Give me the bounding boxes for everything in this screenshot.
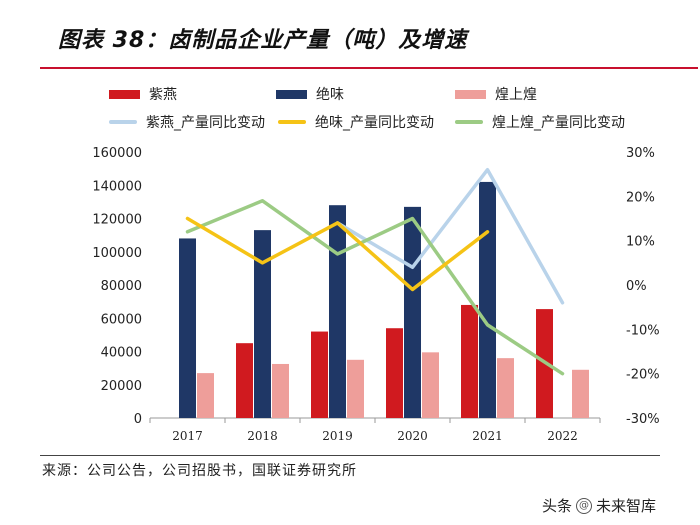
y-tick-label: 160000 bbox=[92, 146, 142, 161]
watermark-prefix: 头条 bbox=[542, 497, 573, 515]
bar-huang bbox=[572, 369, 589, 418]
y2-tick-label: 20% bbox=[626, 190, 655, 205]
legend-label-huang-line: 煌上煌_产量同比变动 bbox=[492, 115, 625, 131]
y2-tick-label: -20% bbox=[626, 368, 660, 383]
bar-juewei bbox=[254, 230, 271, 418]
y-tick-label: 40000 bbox=[101, 346, 142, 361]
legend-item-zixian-line: 紫燕_产量同比变动 bbox=[109, 112, 265, 132]
legend-item-huang-line: 煌上煌_产量同比变动 bbox=[455, 112, 625, 132]
legend-label-juewei: 绝味 bbox=[316, 87, 344, 103]
x-tick-label: 2017 bbox=[172, 429, 203, 443]
bar-huang bbox=[422, 352, 439, 418]
watermark-name: 未来智库 bbox=[596, 497, 657, 515]
y-tick-label: 80000 bbox=[101, 279, 142, 294]
legend-item-zixian: 紫燕 bbox=[109, 84, 177, 104]
x-tick-label: 2021 bbox=[472, 429, 503, 443]
legend-swatch-juewei bbox=[276, 89, 307, 99]
y2-tick-label: 10% bbox=[626, 235, 655, 250]
bar-juewei bbox=[179, 238, 196, 418]
bar-huang bbox=[497, 358, 514, 418]
title-bar: 图表 38：卤制品企业产量（吨）及增速 bbox=[0, 0, 700, 62]
legend-item-juewei-line: 绝味_产量同比变动 bbox=[278, 112, 434, 132]
bar-juewei bbox=[479, 181, 496, 418]
legend: 紫燕 绝味 煌上煌 紫燕_产量同比变动 绝味_产量同比变动 煌上煌_产量同比变动 bbox=[0, 0, 700, 140]
legend-swatch-zixian-line bbox=[109, 120, 137, 124]
legend-label-zixian: 紫燕 bbox=[149, 87, 177, 103]
line-juewei_line bbox=[185, 216, 490, 292]
bar-zixian bbox=[386, 328, 403, 418]
bar-huang bbox=[347, 359, 364, 418]
bar-huang bbox=[272, 363, 289, 418]
y-tick-label: 100000 bbox=[92, 246, 142, 261]
line-huang_line bbox=[185, 199, 565, 376]
title-rule bbox=[40, 67, 698, 69]
legend-item-huang: 煌上煌 bbox=[455, 84, 537, 104]
y2-tick-label: -30% bbox=[626, 412, 660, 427]
source-rule bbox=[40, 455, 660, 456]
x-tick-label: 2022 bbox=[547, 429, 578, 443]
watermark: 头条 @ 未来智库 bbox=[542, 495, 656, 516]
legend-swatch-huang bbox=[455, 89, 486, 99]
x-tick-label: 2020 bbox=[397, 429, 428, 443]
y-tick-label: 0 bbox=[134, 412, 142, 427]
bar-zixian bbox=[236, 343, 253, 418]
legend-label-zixian-line: 紫燕_产量同比变动 bbox=[146, 115, 265, 131]
y2-tick-label: -10% bbox=[626, 323, 660, 338]
y2-tick-label: 0% bbox=[626, 279, 647, 294]
watermark-at-icon: @ bbox=[576, 497, 593, 514]
y2-tick-label: 30% bbox=[626, 146, 655, 161]
bar-huang bbox=[197, 373, 214, 418]
bar-zixian bbox=[311, 331, 328, 418]
legend-swatch-zixian bbox=[109, 89, 140, 99]
x-tick-label: 2018 bbox=[247, 429, 278, 443]
page-title: 图表 38：卤制品企业产量（吨）及增速 bbox=[58, 28, 468, 53]
line-zixian_line bbox=[335, 167, 565, 305]
bar-zixian bbox=[461, 304, 478, 418]
y-tick-label: 20000 bbox=[101, 379, 142, 394]
x-tick-label: 2019 bbox=[322, 429, 353, 443]
legend-swatch-juewei-line bbox=[278, 120, 306, 124]
source-note: 来源：公司公告，公司招股书，国联证券研究所 bbox=[42, 463, 357, 479]
y-tick-label: 120000 bbox=[92, 213, 142, 228]
legend-swatch-huang-line bbox=[455, 120, 483, 124]
legend-label-huang: 煌上煌 bbox=[495, 87, 537, 103]
y-tick-label: 140000 bbox=[92, 179, 142, 194]
bar-juewei bbox=[404, 206, 421, 418]
y-tick-label: 60000 bbox=[101, 312, 142, 327]
legend-item-juewei: 绝味 bbox=[276, 84, 344, 104]
legend-label-juewei-line: 绝味_产量同比变动 bbox=[315, 115, 434, 131]
bar-juewei bbox=[329, 205, 346, 418]
